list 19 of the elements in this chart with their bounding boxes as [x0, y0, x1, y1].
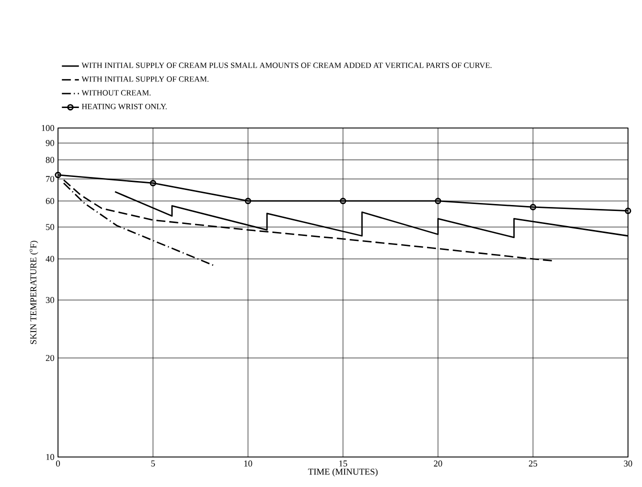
y-axis-title: SKIN TEMPERATURE ($^{o}$F): [30, 240, 38, 344]
x-tick-label: 20: [434, 460, 442, 467]
y-tick-label: 80: [46, 156, 54, 163]
x-axis-title: TIME (MINUTES): [308, 468, 378, 477]
y-tick-label: 70: [46, 176, 54, 182]
y-tick-label: 50: [46, 224, 54, 230]
y-tick-label: 30: [46, 296, 54, 304]
x-tick-label: 10: [244, 460, 252, 467]
y-tick-label: 60: [46, 198, 54, 204]
y-tick-label: 100: [42, 124, 54, 132]
y-tick-label: 20: [46, 354, 54, 362]
x-tick-label: 15: [339, 460, 348, 467]
y-tick-label: 10: [46, 454, 54, 460]
x-tick-label: 0: [56, 460, 60, 467]
x-tick-label: 5: [151, 460, 155, 466]
y-tick-label: 90: [46, 140, 54, 146]
x-tick-label: 25: [528, 460, 538, 467]
y-tick-label: 40: [46, 256, 54, 262]
x-tick-label: 30: [624, 460, 632, 467]
